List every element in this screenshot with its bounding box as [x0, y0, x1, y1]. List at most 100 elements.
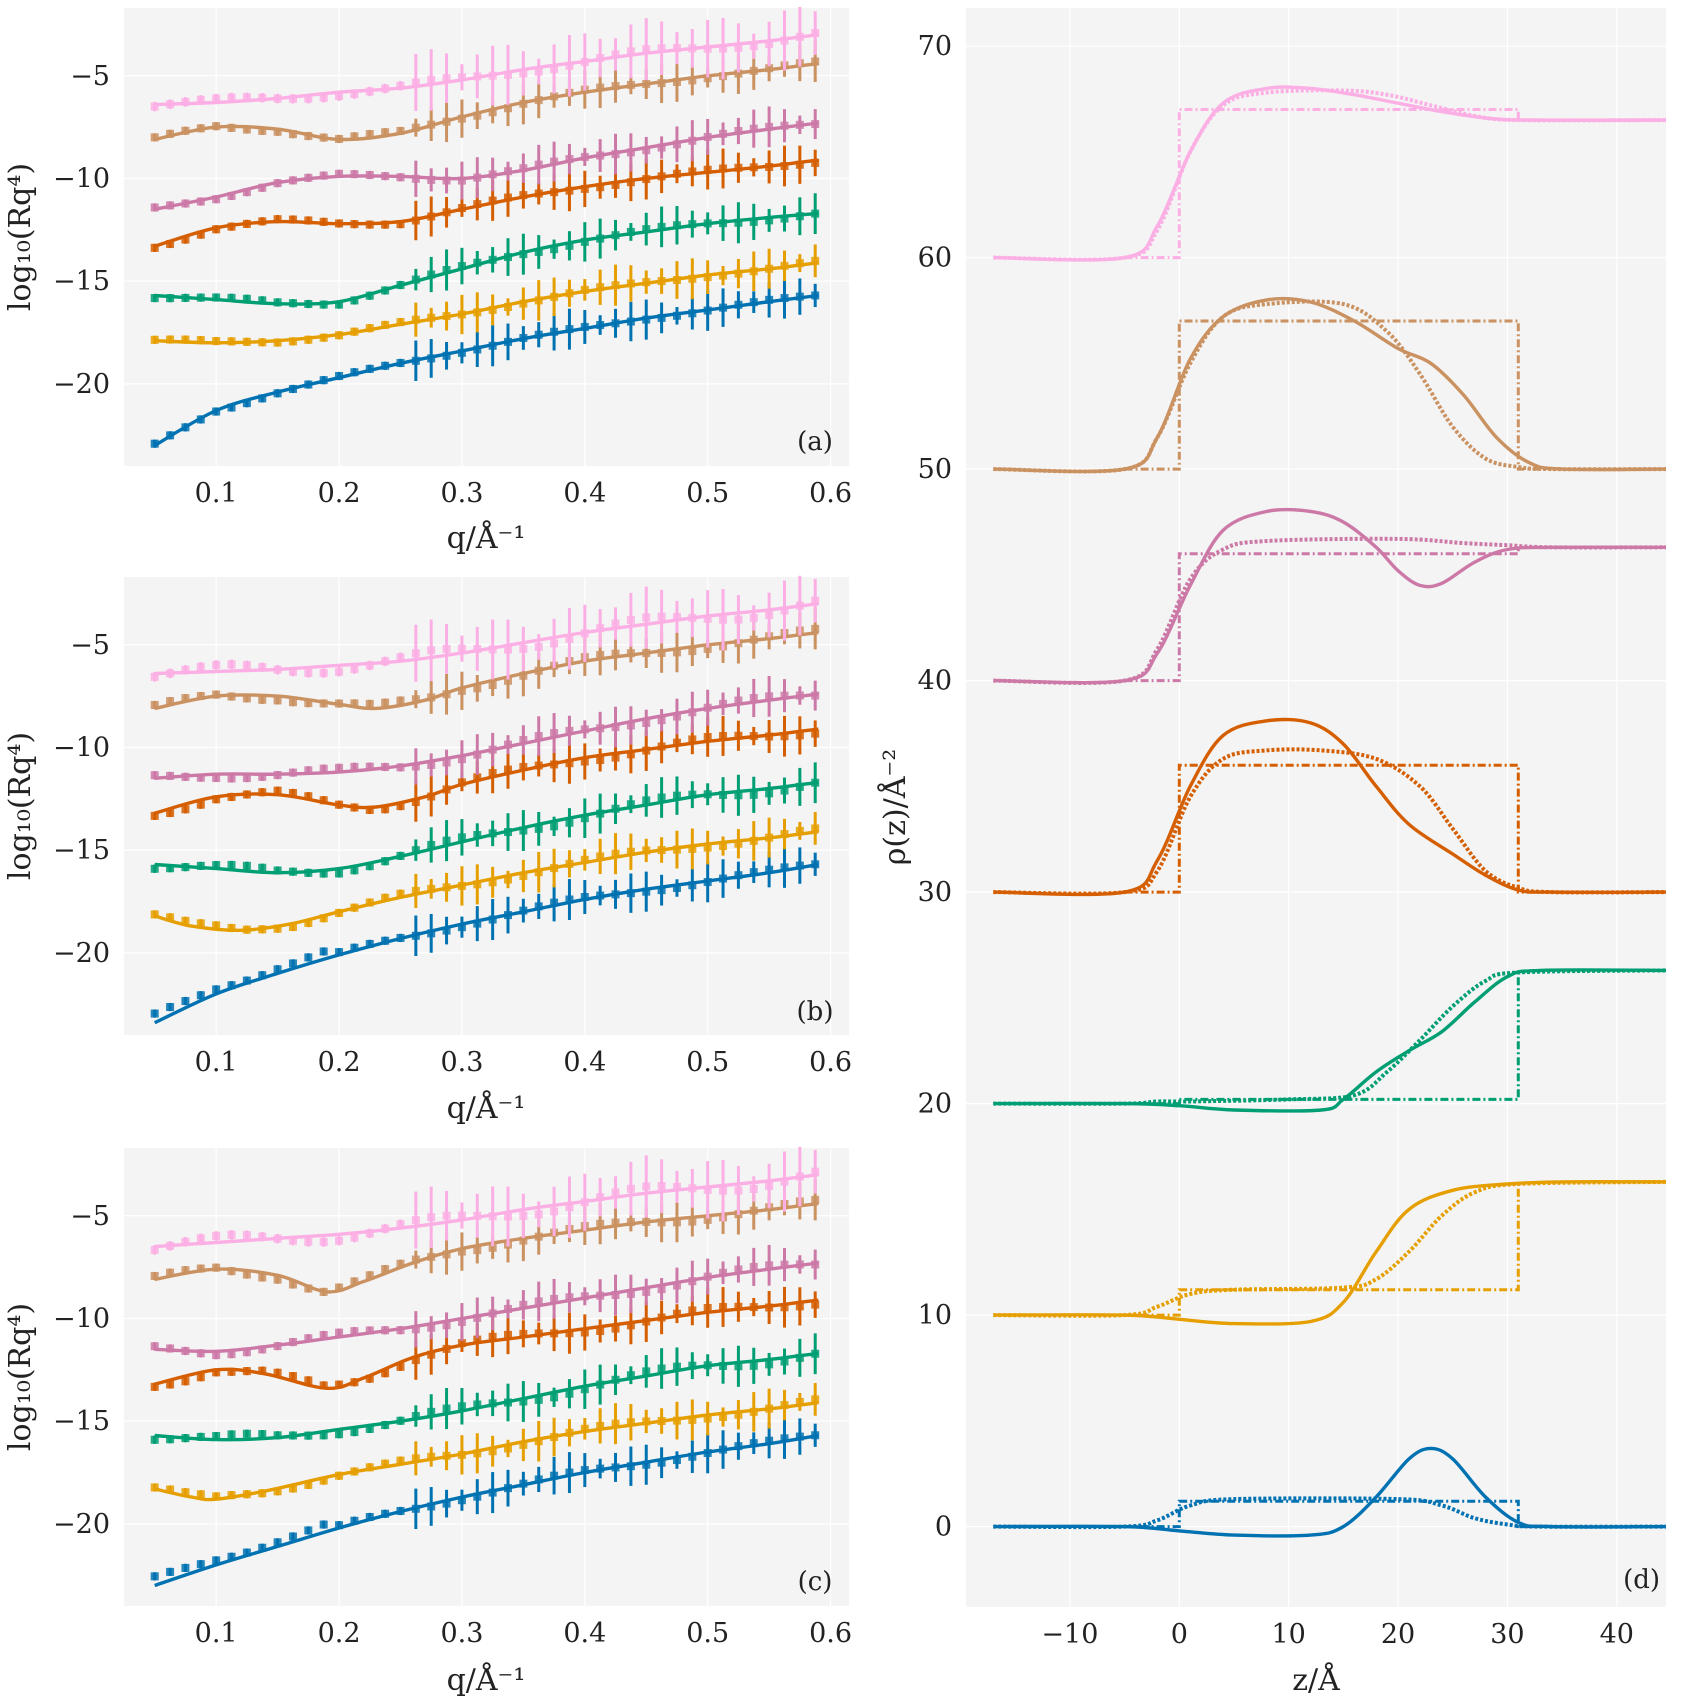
panel-c-series-2-fit-line: [154, 1351, 819, 1442]
panel-c-series-4-point-12: [335, 1328, 344, 1337]
panel-c-series-3-point-14: [365, 1374, 374, 1383]
panel-c-xtick-label-2: 0.3: [440, 1618, 483, 1649]
panel-c-series-3-point-12: [335, 1380, 344, 1389]
panel-c-series-5-point-5: [227, 1267, 236, 1276]
panel-a-series-6-point-33: [657, 44, 666, 53]
panel-b-series-4-point-31: [626, 721, 635, 730]
panel-c-series-4-point-18: [427, 1323, 436, 1332]
panel-a-series-1-point-8: [273, 338, 282, 347]
panel-d-axes: −10 0 10 20 30 40 0 10 20 30 40 50 60 70: [918, 31, 1634, 1650]
panel-b-series-2-point-18: [427, 840, 436, 849]
panel-b-series-1-point-42: [795, 826, 804, 835]
panel-b-series-4-point-33: [657, 716, 666, 725]
panel-b-series-3-point-1: [166, 808, 175, 817]
panel-c-series-2-point-27: [565, 1389, 574, 1398]
panel-d-ylabel: ρ(z)/Å⁻²: [877, 749, 913, 865]
panel-c-series-6-point-2: [181, 1237, 190, 1246]
panel-c-series-3-point-17: [411, 1356, 420, 1365]
panel-b-series-0-point-26: [550, 898, 559, 907]
panel-a-marks: [150, 6, 820, 448]
panel-b-series-2-point-31: [626, 800, 635, 809]
panel-c-series-3-fit-line: [154, 1298, 819, 1391]
panel-c-series-0-point-14: [365, 1512, 374, 1521]
panel-c-series-5-point-6: [242, 1270, 251, 1279]
panel-b-series-6-point-33: [657, 612, 666, 621]
panel-a-series-6-point-39: [749, 42, 758, 51]
panel-b-series-6-point-27: [565, 634, 574, 643]
panel-c-background: [124, 1148, 849, 1606]
panel-b-series-6-point-9: [288, 667, 297, 676]
panel-c-series-5-point-13: [350, 1277, 359, 1286]
panel-c-series-6-point-0: [150, 1245, 159, 1254]
panel-a-series-2: [150, 193, 820, 309]
panel-b-series-3-point-22: [488, 768, 497, 777]
panel-a-series-3-point-22: [488, 196, 497, 205]
panel-a-series-4: [150, 106, 820, 212]
panel-b-series-6-point-6: [242, 661, 251, 670]
panel-c-series-4-point-21: [473, 1313, 482, 1322]
panel-c-series-3-point-16: [396, 1362, 405, 1371]
panel-a-series-0-fit-line: [153, 293, 819, 447]
panel-b-series-3-point-21: [473, 773, 482, 782]
panel-b-series-3-point-37: [719, 731, 728, 740]
panel-c-series-6-point-39: [749, 1184, 758, 1193]
panel-a-series-0-point-20: [457, 348, 466, 357]
panel-a-series-5-point-9: [288, 130, 297, 139]
panel-d-ytick-label-3: 30: [918, 877, 952, 908]
panel-a: 0.1 0.2 0.3 0.4 0.5 0.6−20−15−10−5 (a) q/Å⁻¹ …: [3, 6, 852, 556]
panel-a-series-4-point-19: [442, 176, 451, 185]
panel-a-xtick-label-4: 0.5: [686, 478, 729, 509]
panel-c-series-4-point-17: [411, 1325, 420, 1334]
panel-a-series-2-point-39: [749, 217, 758, 226]
panel-b-series-0-point-11: [319, 947, 328, 956]
panel-c-series-6-point-34: [672, 1182, 681, 1191]
panel-b-series-3-point-15: [381, 805, 390, 814]
panel-b-series-2-point-1: [166, 864, 175, 873]
panel-a-series-1-point-15: [381, 320, 390, 329]
panel-a-series-6-point-38: [734, 43, 743, 52]
panel-d-ytick-label-0: 0: [935, 1512, 952, 1543]
panel-b-series-5-point-20: [457, 686, 466, 695]
panel-d-xtick-label-2: 10: [1271, 1619, 1305, 1650]
panel-b-series-1-point-11: [319, 914, 328, 923]
panel-c-series-3-point-28: [580, 1328, 589, 1337]
panel-a-series-3-point-29: [596, 183, 605, 192]
panel-b-series-5-point-16: [396, 696, 405, 705]
panel-a-series-4-point-7: [258, 183, 267, 192]
panel-b-ytick-label-0: −20: [53, 938, 110, 969]
panel-b-series-0-point-7: [258, 971, 267, 980]
panel-b-series-2-point-6: [242, 861, 251, 870]
panel-a-series-5-fit-line: [154, 61, 819, 142]
panel-a-series-4-point-13: [350, 170, 359, 179]
panel-c-series-5-point-8: [273, 1275, 282, 1284]
panel-a-ytick-label-0: −20: [53, 369, 110, 400]
panel-c-series-2-point-11: [319, 1431, 328, 1440]
panel-d-profile-1-solid-line: [993, 1180, 1667, 1326]
panel-a-series-6-point-9: [288, 94, 297, 103]
panel-a-series-3-point-41: [780, 162, 789, 171]
panel-c-series-3-point-22: [488, 1332, 497, 1341]
panel-c-series-4-point-40: [765, 1261, 774, 1270]
panel-a-series-4-point-11: [319, 171, 328, 180]
panel-c-series-6-point-16: [396, 1220, 405, 1229]
panel-b-xtick-label-3: 0.4: [563, 1047, 606, 1078]
panel-b-series-1-point-37: [719, 842, 728, 851]
panel-d-profile-6: [993, 85, 1667, 262]
panel-a-series-3-point-43: [811, 158, 820, 167]
panel-a-series-4-point-38: [734, 126, 743, 135]
panel-c-series-4-point-14: [365, 1326, 374, 1335]
panel-b-series-1-point-17: [411, 886, 420, 895]
panel-c-series-4-point-33: [657, 1285, 666, 1294]
panel-c-series-4-point-32: [642, 1287, 651, 1296]
panel-b-series-2-point-26: [550, 822, 559, 831]
panel-a-series-1-point-36: [703, 273, 712, 282]
panel-a-series-1-point-43: [811, 256, 820, 265]
panel-b-series-3-point-35: [688, 735, 697, 744]
panel-a-series-5-point-0: [150, 133, 159, 142]
panel-d-ytick-label-7: 70: [918, 31, 952, 62]
panel-b-series-6-point-39: [749, 613, 758, 622]
panel-b-series-4-point-4: [212, 773, 221, 782]
panel-c-series-5-point-14: [365, 1271, 374, 1280]
panel-a-ylabel: log₁₀(Rq⁴): [3, 163, 38, 311]
panel-b-series-3-point-16: [396, 802, 405, 811]
